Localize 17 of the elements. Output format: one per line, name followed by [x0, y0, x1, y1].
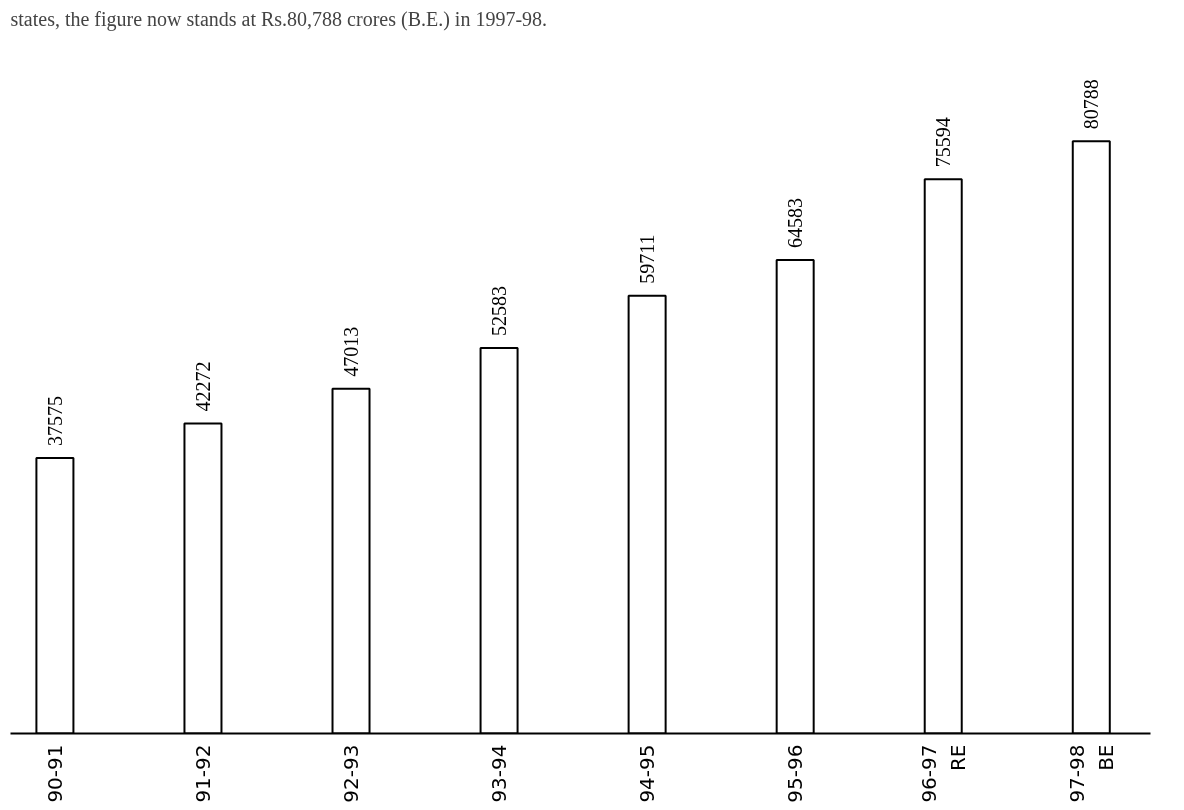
data-label: 59711: [636, 234, 659, 284]
data-label: 52583: [488, 285, 511, 336]
x-tick-label: 96-97 RE: [916, 744, 970, 803]
data-label: 64583: [784, 197, 807, 248]
data-label: 37575: [43, 395, 66, 446]
x-tick-label: 91-92: [190, 744, 215, 803]
text: states, the figure now stands at Rs.80,788 crores (B.E.) in 1997-98.: [10, 7, 548, 31]
x-tick-label: 90-91: [42, 744, 67, 803]
x-tick-label: 95-96: [783, 744, 808, 803]
data-label: 47013: [340, 326, 363, 377]
data-label: 42272: [191, 361, 214, 412]
x-tick-label: 92-93: [339, 744, 364, 803]
x-tick-label: 93-94: [487, 744, 512, 803]
data-label: 75594: [932, 117, 955, 168]
data-label: 80788: [1080, 79, 1103, 130]
x-tick-label: 94-95: [635, 744, 660, 803]
x-tick-label: 97-98 BE: [1064, 744, 1118, 803]
